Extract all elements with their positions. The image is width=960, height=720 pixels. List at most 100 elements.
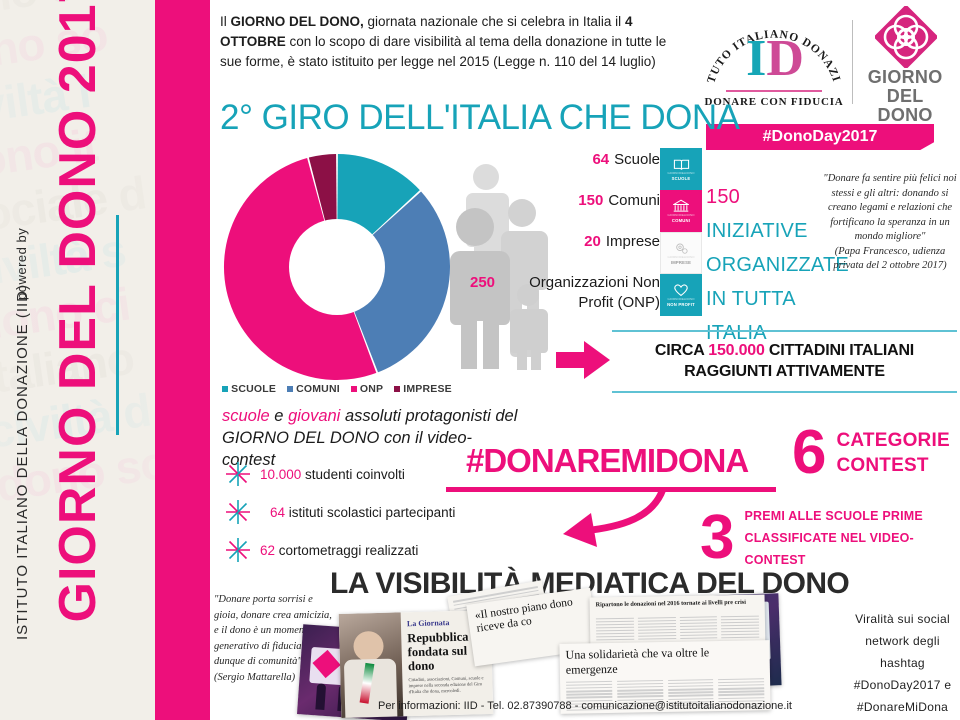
three-number: 3 (700, 503, 735, 572)
stat-number: 64 (592, 151, 610, 168)
stat-number: 150 (578, 192, 604, 209)
legend-item-comuni: COMUNI (287, 383, 340, 395)
building-icon (673, 199, 689, 212)
legend-item-imprese: IMPRESE (394, 383, 452, 395)
intro-part3: con lo scopo di dare visibilità al tema … (220, 34, 667, 69)
bullet-number: 10.000 (260, 466, 302, 482)
circa-top-rule (612, 330, 957, 332)
iniziative-word: INIZIATIVE (706, 220, 808, 242)
circa-text: CIRCA 150.000 CITTADINI ITALIANI RAGGIUN… (612, 332, 957, 391)
mattarella-quote-attribution: (Sergio Mattarella) (214, 671, 296, 683)
intro-part1: Il (220, 14, 231, 29)
bullet-text: 10.000 studenti coinvolti (260, 467, 405, 482)
giorno-del-dono-logo: GIORNO DEL DONO (859, 6, 950, 125)
circa-bottom-rule (612, 391, 957, 393)
six-number: 6 (792, 418, 827, 487)
legend-label: ONP (359, 383, 384, 395)
stat-label: Scuole (614, 151, 660, 168)
gdd-line1: GIORNO (867, 67, 943, 87)
sidebar-overlay (0, 0, 155, 720)
intro-bold1: GIORNO DEL DONO, (230, 14, 364, 29)
scuole-hl1: scuole (222, 407, 270, 425)
star-bullet-icon (226, 538, 250, 562)
pope-quote-attribution: (Papa Francesco, udienza privata del 2 o… (833, 245, 947, 272)
donaremidona-underline (446, 487, 776, 492)
bullet-row: 64 istituti scolastici partecipanti (225, 493, 525, 531)
badge-scuole-label: SCUOLE (671, 175, 691, 181)
sidebar-organization: ISTITUTO ITALIANO DELLA DONAZIONE (IID) (14, 284, 31, 640)
stat-label: Imprese (605, 233, 660, 250)
pope-quote-text: "Donare fa sentire più felici noi stessi… (823, 173, 957, 242)
badge-non-profit-label: NON PROFIT (667, 302, 695, 307)
viralita-line2: network degli (865, 634, 940, 648)
book-icon (673, 159, 689, 170)
stat-row: 150 Comuni (470, 191, 660, 232)
star-bullet-icon (226, 462, 250, 486)
donut-slice-comuni (337, 191, 451, 373)
star-bullet-icon (226, 500, 250, 524)
iid-logo: ISTITUTO ITALIANO DONAZIONE ID DONARE CO… (700, 6, 846, 118)
arrow-right-icon (556, 341, 610, 379)
three-text: PREMI ALLE SCUOLE PRIME CLASSIFICATE NEL… (744, 505, 960, 571)
viralita-line4: #DonoDay2017 e (853, 678, 952, 692)
bullet-row: 62 cortometraggi realizzati (225, 531, 525, 569)
gdd-line2: DEL DONO (877, 86, 933, 125)
page-title: 2° GIRO DELL'ITALIA CHE DONA (220, 98, 740, 137)
diamond-flower-icon (875, 6, 938, 68)
bullet-number: 62 (260, 542, 276, 558)
bullet-label: cortometraggi realizzati (275, 542, 419, 558)
badge-comuni-sub: GIORNODELDONO (667, 213, 695, 217)
clipping-d-headline: Ripartono le donazioni nel 2016 tornate … (595, 598, 746, 609)
logo-block: ISTITUTO ITALIANO DONAZIONE ID DONARE CO… (700, 6, 950, 156)
circa-prefix: CIRCA (654, 342, 709, 359)
legend-label: IMPRESE (403, 383, 452, 395)
badge-non-profit: GIORNODELDONO NON PROFIT (660, 274, 702, 316)
chart-legend: SCUOLE COMUNI ONP IMPRESE (222, 383, 452, 395)
gdd-wordmark: GIORNO DEL DONO (857, 68, 953, 125)
logo-row: ISTITUTO ITALIANO DONAZIONE ID DONARE CO… (700, 6, 950, 125)
badge-imprese-sub: GIORNODELDONO (667, 255, 695, 259)
iniziative-number: 150 (706, 186, 740, 208)
legend-swatch-icon (350, 386, 357, 392)
stat-label: Comuni (608, 192, 660, 209)
sidebar: dono civ dono so civiltà i dono it socia… (0, 0, 155, 720)
iid-letters: ID (730, 32, 820, 86)
clipping-quote-text: «Il nostro piano dono riceve da co (474, 596, 574, 635)
intro-part2: giornata nazionale che si celebra in Ita… (363, 14, 625, 29)
iid-tagline: DONARE CON FIDUCIA (704, 96, 844, 108)
badge-imprese-label: IMPRESE (670, 260, 692, 265)
bullet-label: studenti coinvolti (301, 466, 405, 482)
pink-accent-strip (155, 0, 210, 720)
logo-divider (852, 20, 854, 104)
six-categories-block: 6 CATEGORIE CONTEST (792, 418, 950, 487)
badge-comuni-label: COMUNI (671, 218, 691, 223)
iniziative-line3: IN TUTTA ITALIA (706, 288, 795, 344)
badge-comuni: GIORNODELDONO COMUNI (660, 190, 702, 232)
six-line1: CATEGORIE (836, 430, 950, 451)
scuole-hl2: giovani (288, 407, 341, 425)
circa-line2: RAGGIUNTI ATTIVAMENTE (684, 363, 885, 380)
heart-icon (674, 284, 688, 297)
six-text: CATEGORIE CONTEST (836, 428, 949, 478)
bullet-text: 64 istituti scolastici partecipanti (270, 505, 455, 520)
clipping-e-headline: Una solidarietà che va oltre le emergenz… (565, 645, 710, 677)
photo-face (353, 630, 384, 662)
intro-paragraph: Il GIORNO DEL DONO, giornata nazionale c… (220, 12, 690, 72)
legend-item-onp: ONP (350, 383, 384, 395)
iid-letter-d: D (766, 30, 804, 87)
six-line2: CONTEST (836, 455, 929, 476)
badge-imprese: GIORNODELDONO IMPRESE (660, 232, 702, 274)
iid-arc-text-icon: ISTITUTO ITALIANO DONAZIONE (706, 10, 841, 85)
stat-row: 20 Imprese (470, 232, 660, 273)
legend-swatch-icon (287, 386, 294, 392)
iid-letter-i: I (746, 30, 767, 87)
bullet-row: 10.000 studenti coinvolti (225, 455, 525, 493)
circa-number: 150.000 (708, 342, 765, 359)
badge-scuole-sub: GIORNODELDONO (667, 170, 695, 175)
stat-number: 250 (470, 274, 496, 291)
mattarella-quote: "Donare porta sorrisi e gioia, donare cr… (214, 592, 334, 685)
hashtag-banner: #DonoDay2017 (706, 124, 934, 150)
viralita-text: Viralità sui social network degli hashta… (845, 608, 960, 718)
iniziative-callout: 150 INIZIATIVE ORGANIZZATE IN TUTTA ITAL… (706, 180, 849, 350)
